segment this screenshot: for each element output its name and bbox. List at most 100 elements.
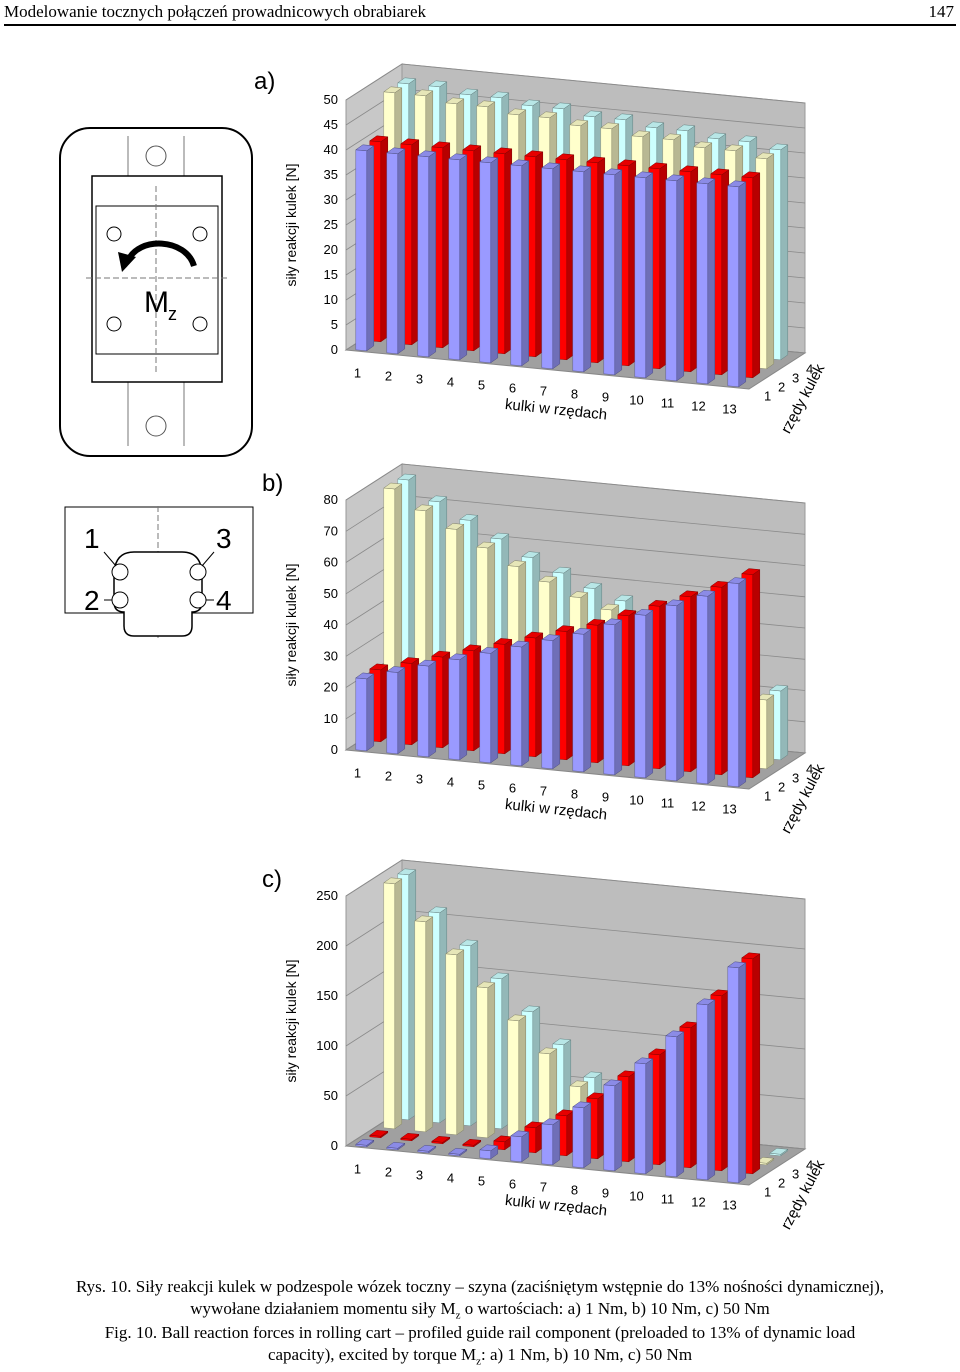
- x-axis-title: kulki w rzędach: [504, 796, 608, 824]
- bar-r1-c6: [510, 159, 530, 367]
- x-tick-label: 7: [540, 384, 547, 399]
- x-tick-label: 5: [478, 1174, 485, 1189]
- row-tick-label: 4: [806, 362, 813, 377]
- x-tick-label: 6: [509, 1177, 516, 1192]
- y-tick-label: 10: [324, 292, 338, 307]
- row-tick-label: 2: [778, 780, 785, 795]
- x-tick-label: 9: [602, 1186, 609, 1201]
- bar-r1-c10: [634, 1057, 654, 1175]
- bar-r1-c10: [634, 171, 654, 379]
- y-tick-label: 150: [316, 988, 338, 1003]
- x-tick-label: 8: [571, 387, 578, 402]
- bar-r1-c10: [634, 609, 654, 779]
- x-axis-title: kulki w rzędach: [504, 1192, 608, 1220]
- y-tick-label: 0: [331, 1138, 338, 1153]
- caption-polish: Rys. 10. Siły reakcji kulek w podzespole…: [0, 1276, 960, 1326]
- row-number-4: 4: [216, 585, 232, 616]
- y-tick-label: 15: [324, 267, 338, 282]
- bar-r3-c13: [755, 1157, 775, 1166]
- bar-r1-c5: [479, 156, 499, 364]
- bar-r2-c2: [400, 1133, 420, 1142]
- bar-r1-c13: [727, 180, 747, 388]
- gridline: [345, 63, 806, 104]
- x-tick-label: 2: [385, 769, 392, 784]
- x-tick-label: 4: [447, 775, 454, 790]
- bar-r1-c8: [572, 628, 592, 773]
- caption-en-line2: capacity), excited by torque Mz: a) 1 Nm…: [267, 1345, 693, 1368]
- x-tick-label: 10: [629, 1189, 643, 1204]
- bar-r1-c13: [727, 961, 747, 1184]
- y-tick-label: 60: [324, 555, 338, 570]
- bar-r1-c11: [665, 1030, 685, 1178]
- x-tick-label: 2: [385, 1165, 392, 1180]
- bar-r1-c8: [572, 165, 592, 373]
- caption-en-line1: Fig. 10. Ball reaction forces in rolling…: [104, 1323, 856, 1342]
- row-tick-label: 4: [806, 762, 813, 777]
- torque-arrow-icon: [125, 240, 197, 268]
- y-tick-label: 50: [324, 1088, 338, 1103]
- bar-r1-c9: [603, 1079, 623, 1172]
- running-title: Modelowanie tocznych połączeń prowadnico…: [4, 2, 426, 21]
- bar-r1-c7: [541, 1118, 561, 1166]
- x-tick-label: 11: [661, 1192, 675, 1207]
- bar-r2-c3: [431, 1136, 451, 1145]
- y-tick-label: 80: [324, 492, 338, 507]
- x-tick-label: 9: [602, 390, 609, 405]
- row-tick-label: 1: [764, 789, 771, 804]
- y-axis-title: siły reakcji kulek [N]: [283, 164, 299, 287]
- x-tick-label: 13: [722, 1198, 736, 1213]
- page-number: 147: [928, 2, 955, 21]
- bar-r3-c4: [476, 981, 496, 1139]
- bar-r1-c2: [386, 1142, 406, 1151]
- z-axis-title: rzędy kulek: [778, 761, 829, 836]
- bar-r2-c4: [462, 1139, 482, 1148]
- bar-r1-c12: [696, 177, 716, 385]
- bar-r1-c9: [603, 618, 623, 776]
- row-tick-label: 3: [792, 371, 799, 386]
- y-tick-label: 50: [324, 92, 338, 107]
- y-axis-title: siły reakcji kulek [N]: [283, 960, 299, 1083]
- row-tick-label: 1: [764, 1185, 771, 1200]
- y-tick-label: 250: [316, 888, 338, 903]
- row-tick-label: 3: [792, 1167, 799, 1182]
- row-tick-label: 2: [778, 380, 785, 395]
- y-tick-label: 50: [324, 586, 338, 601]
- bar-r4-c13: [769, 1148, 789, 1157]
- x-tick-label: 4: [447, 375, 454, 390]
- row-tick-label: 2: [778, 1176, 785, 1191]
- bar-r1-c11: [665, 174, 685, 382]
- gridline: [345, 463, 806, 504]
- torque-arrowhead-icon: [118, 252, 136, 272]
- bar-r1-c2: [386, 147, 406, 355]
- y-tick-label: 0: [331, 742, 338, 757]
- bar-r1-c4: [448, 653, 468, 761]
- bar-r3-c2: [414, 915, 434, 1133]
- row-tick-label: 3: [792, 771, 799, 786]
- z-axis-title: rzędy kulek: [778, 361, 829, 436]
- page-header: Modelowanie tocznych połączeń prowadnico…: [4, 0, 956, 26]
- x-tick-label: 12: [691, 799, 705, 814]
- y-tick-label: 40: [324, 142, 338, 157]
- y-tick-label: 45: [324, 117, 338, 132]
- bar-r1-c1: [355, 144, 375, 352]
- y-tick-label: 35: [324, 167, 338, 182]
- y-tick-label: 30: [324, 192, 338, 207]
- bar-r1-c6: [510, 640, 530, 767]
- y-tick-label: 10: [324, 711, 338, 726]
- y-tick-label: 70: [324, 523, 338, 538]
- x-tick-label: 5: [478, 778, 485, 793]
- panel-label-c: c): [262, 866, 282, 893]
- moment-subscript: z: [168, 304, 177, 324]
- cart-topview-drawing: M z: [59, 127, 253, 457]
- bar-r1-c3: [417, 150, 437, 358]
- panel-label-a: a): [254, 68, 276, 95]
- bar-r1-c12: [696, 998, 716, 1181]
- x-tick-label: 1: [354, 366, 361, 381]
- y-tick-label: 20: [324, 242, 338, 257]
- x-tick-label: 1: [354, 766, 361, 781]
- x-tick-label: 12: [691, 1195, 705, 1210]
- cross-section-drawing: 1 2 3 4: [64, 506, 254, 640]
- caption-english: Fig. 10. Ball reaction forces in rolling…: [0, 1322, 960, 1372]
